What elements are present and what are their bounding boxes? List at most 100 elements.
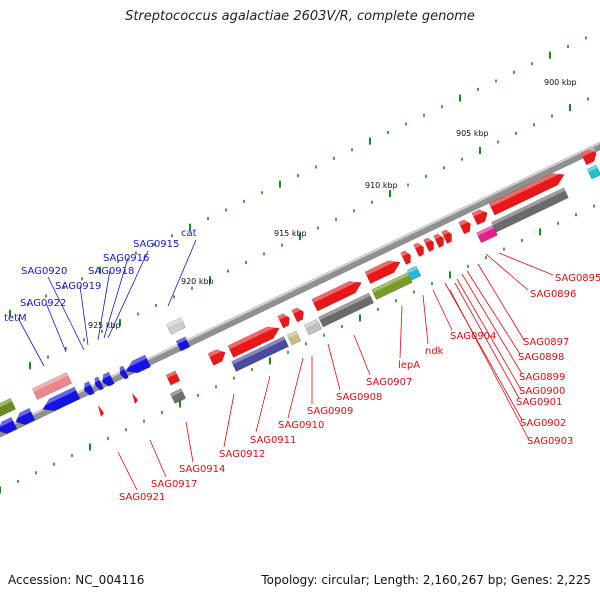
- forward-gene: [227, 322, 280, 358]
- reverse-gene-shine: [13, 408, 31, 420]
- reverse-gene-body: [102, 371, 115, 387]
- gene-block-olive-2-shine: [0, 398, 12, 411]
- label-SAG0901: SAG0901: [516, 397, 562, 408]
- gene-block-olive: [371, 272, 413, 300]
- reverse-gene-shine: [81, 381, 91, 389]
- leader-layer: [17, 239, 554, 491]
- gene-block-olive-body: [371, 272, 413, 300]
- label-leader-red: [477, 263, 525, 341]
- label-cat: cat: [181, 228, 197, 239]
- forward-gene-body: [227, 326, 280, 358]
- label-SAG0916: SAG0916: [103, 253, 149, 264]
- forward-gene-shine: [489, 168, 563, 207]
- gene-block-khaki: [286, 330, 302, 346]
- label-leader-blue: [45, 302, 67, 353]
- gene-block-khaki-body: [286, 330, 302, 346]
- gene-block-magenta-shine: [476, 225, 495, 236]
- forward-gene: [400, 249, 411, 265]
- reverse-gene-body: [84, 381, 95, 396]
- genome-backbone-highlight: [0, 142, 600, 432]
- forward-gene: [423, 236, 434, 252]
- label-leader-blue: [107, 250, 149, 339]
- label-leader-red: [255, 375, 271, 433]
- reverse-gene-body: [125, 354, 152, 374]
- gene-block-lightgrey-body: [166, 317, 186, 335]
- reverse-gene-body: [94, 376, 104, 391]
- forward-gene-shine: [207, 346, 225, 358]
- gene-block-blue-small: [175, 336, 191, 352]
- label-SAG0910: SAG0910: [278, 420, 324, 431]
- gene-block-olive-2: [0, 397, 17, 419]
- gene-block-pink-body: [31, 371, 73, 401]
- gene-block-darkgrey-body: [317, 292, 375, 328]
- scale-label-905: 905 kbp: [456, 129, 489, 138]
- scale-label-910: 910 kbp: [365, 181, 398, 190]
- label-SAG0920: SAG0920: [21, 266, 67, 277]
- label-leader-red: [117, 451, 138, 491]
- reverse-gene: [81, 381, 95, 396]
- label-SAG0915: SAG0915: [133, 239, 179, 250]
- forward-gene: [364, 256, 401, 285]
- label-leader-red: [498, 252, 554, 276]
- label-SAG0900: SAG0900: [519, 386, 565, 397]
- gene-block-red-small-body: [165, 370, 181, 386]
- reverse-gene-shine: [0, 417, 13, 429]
- reverse-gene-body: [42, 386, 81, 412]
- gene-marker-red: [132, 393, 138, 404]
- scale-label-925: 925 kbp: [88, 321, 121, 330]
- scale-label-915: 915 kbp: [274, 229, 307, 238]
- label-leader-blue: [167, 239, 197, 307]
- gene-block-blue-small-shine: [176, 336, 187, 345]
- label-leader-blue: [79, 285, 89, 346]
- forward-gene-body: [311, 280, 362, 312]
- forward-gene: [413, 241, 424, 257]
- label-SAG0903: SAG0903: [527, 436, 573, 447]
- forward-gene: [458, 217, 471, 235]
- gene-block-lightgrey: [166, 317, 186, 335]
- forward-gene: [488, 168, 565, 216]
- label-leader-blue: [47, 276, 85, 351]
- gene-block-olive-shine: [371, 272, 410, 293]
- forward-gene-body: [277, 313, 290, 329]
- reverse-gene: [0, 416, 18, 434]
- gene-block-grey-shine: [304, 319, 319, 329]
- forward-gene-shine: [423, 236, 433, 244]
- gene-block-pink-shine: [32, 372, 69, 393]
- forward-gene-body: [364, 260, 401, 285]
- label-SAG0911: SAG0911: [250, 435, 296, 446]
- forward-gene-shine: [291, 305, 303, 314]
- label-leader-blue: [103, 257, 129, 339]
- reverse-gene: [13, 407, 36, 425]
- forward-gene-shine: [458, 217, 470, 226]
- reverse-gene: [40, 386, 81, 412]
- forward-gene-body: [471, 209, 488, 226]
- label-leader-blue: [97, 269, 111, 341]
- forward-gene: [291, 305, 304, 323]
- gene-block-grey: [303, 318, 323, 336]
- reverse-gene: [99, 371, 115, 387]
- gene-block-khaki-shine: [287, 330, 298, 339]
- label-SAG0917: SAG0917: [151, 479, 197, 490]
- gene-layer: [0, 147, 600, 434]
- reverse-gene-shine: [99, 371, 111, 380]
- label-leader-red: [444, 282, 523, 421]
- label-SAG0918: SAG0918: [88, 266, 134, 277]
- label-leader-red: [461, 273, 523, 375]
- label-leader-red: [422, 294, 429, 345]
- reverse-gene-shine: [92, 376, 100, 383]
- label-SAG0908: SAG0908: [336, 392, 382, 403]
- forward-gene: [207, 346, 226, 366]
- label-SAG0896: SAG0896: [530, 289, 576, 300]
- label-leader-red: [456, 278, 521, 389]
- gene-block-darkgrey-2: [491, 187, 569, 233]
- label-SAG0895: SAG0895: [555, 273, 600, 284]
- tick-layer: [0, 36, 595, 494]
- forward-gene-body: [458, 219, 471, 235]
- gene-block-teal: [586, 164, 600, 180]
- gene-block-cyan: [406, 265, 422, 281]
- forward-gene: [471, 207, 488, 226]
- label-leader-red: [353, 334, 371, 376]
- map-title: Streptococcus agalactiae 2603V/R, comple…: [125, 9, 475, 24]
